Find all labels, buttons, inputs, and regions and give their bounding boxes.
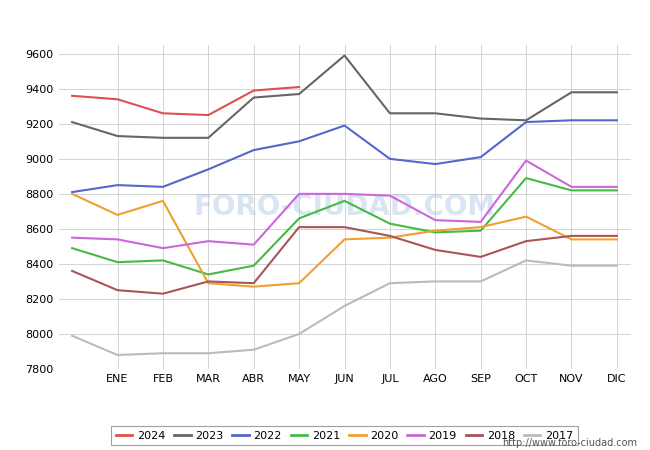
Legend: 2024, 2023, 2022, 2021, 2020, 2019, 2018, 2017: 2024, 2023, 2022, 2021, 2020, 2019, 2018…: [111, 427, 578, 446]
Text: Afiliados en Almansa a 31/5/2024: Afiliados en Almansa a 31/5/2024: [174, 9, 476, 27]
Text: FORO-CIUDAD.COM: FORO-CIUDAD.COM: [194, 193, 495, 221]
Text: http://www.foro-ciudad.com: http://www.foro-ciudad.com: [502, 438, 637, 448]
